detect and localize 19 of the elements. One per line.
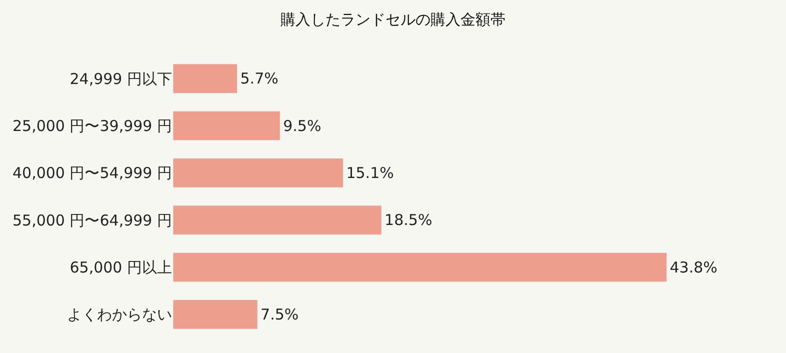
chart-title: 購入したランドセルの購入金額帯 (280, 10, 506, 29)
data-label: 18.5% (384, 211, 432, 230)
y-tick-label: 55,000 円〜64,999 円 (12, 211, 172, 230)
y-tick-label: よくわからない (67, 306, 172, 324)
bar (173, 252, 667, 282)
y-tick-label: 65,000 円以上 (70, 258, 172, 276)
data-label: 7.5% (260, 305, 299, 324)
bar (173, 110, 280, 141)
bar (173, 205, 382, 235)
data-label: 9.5% (283, 116, 322, 135)
data-label: 15.1% (346, 164, 394, 182)
data-label: 5.7% (240, 70, 278, 88)
y-tick-label: 40,000 円〜54,999 円 (12, 164, 172, 182)
bar (173, 64, 238, 94)
bar (173, 300, 258, 330)
y-tick-label: 24,999 円以下 (70, 70, 172, 88)
data-label: 43.8% (670, 258, 718, 276)
bar (173, 158, 344, 188)
y-tick-label: 25,000 円〜39,999 円 (12, 117, 172, 135)
